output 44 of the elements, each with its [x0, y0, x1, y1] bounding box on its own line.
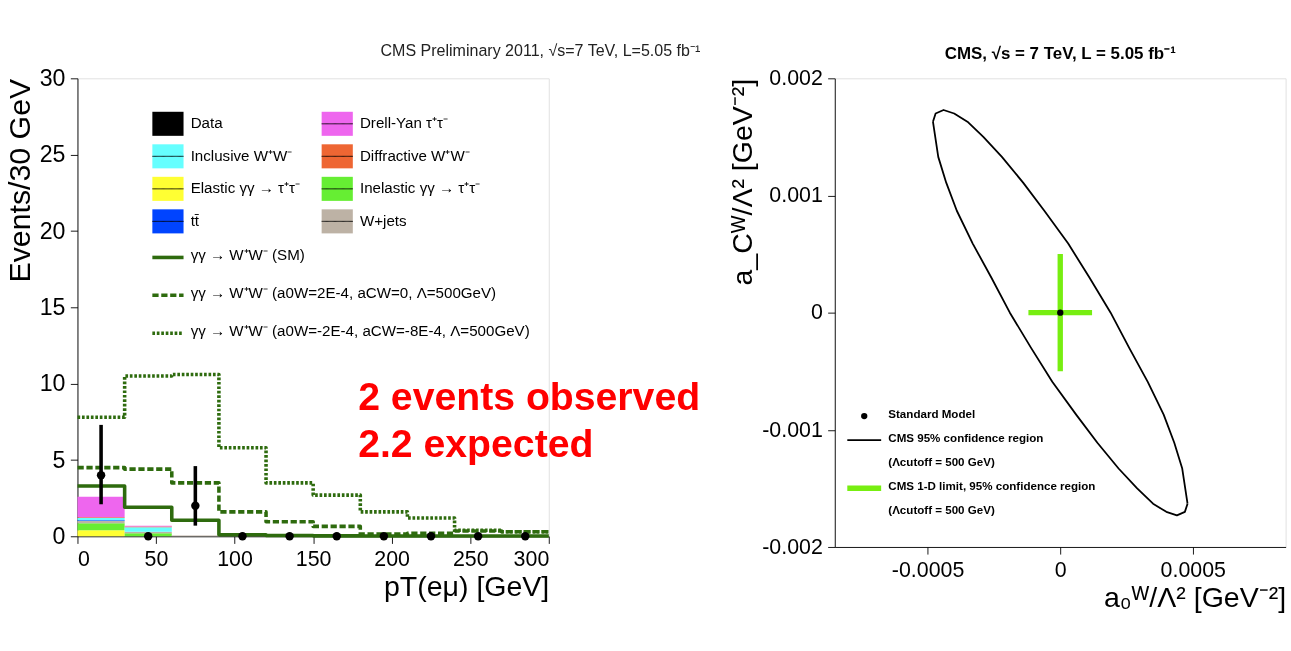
- legend-label: Drell-Yan τ⁺τ⁻: [359, 114, 449, 132]
- legend-label: W+jets: [359, 211, 408, 229]
- legend-label: CMS 1-D limit, 95% confidence region (Λcutoff = 500 GeV): [888, 480, 1096, 517]
- x-tick-label: 150: [295, 547, 332, 572]
- y-axis-title: Events/30 GeV: [2, 78, 36, 283]
- x-tick-label: 0: [77, 547, 90, 572]
- y-tick-label: 10: [39, 370, 66, 397]
- y-tick-label: 0.001: [769, 183, 823, 208]
- y-tick-label: 25: [39, 141, 66, 168]
- x-axis-title: pT(eμ) [GeV]: [383, 570, 550, 603]
- legend-label: γγ → W⁺W⁻ (a0W=-2E-4, aCW=-8E-4, Λ=500GeV): [190, 321, 530, 339]
- y-tick-label: 20: [39, 217, 66, 244]
- annotation: 2 events observed: [358, 374, 701, 418]
- y-tick-label: 15: [39, 293, 66, 320]
- y-tick-label: 5: [52, 446, 66, 473]
- legend-label: tt̄: [190, 211, 200, 229]
- y-tick-label: -0.002: [762, 534, 823, 559]
- chart-title: CMS Preliminary 2011, √s=7 TeV, L=5.05 fb⁻¹: [380, 41, 701, 60]
- y-tick-label: 0: [810, 300, 823, 325]
- legend-label: Standard Model: [888, 408, 976, 420]
- x-tick-label: 250: [452, 547, 489, 572]
- y-tick-label: 0: [52, 522, 66, 549]
- x-tick-label: 50: [144, 547, 169, 572]
- y-axis-title: a_Cᵂ/Λ² [GeV⁻²]: [726, 78, 759, 286]
- legend-label: Inclusive W⁺W⁻: [190, 146, 293, 164]
- x-tick-label: 0.0005: [1160, 557, 1226, 582]
- chart-title: CMS, √s = 7 TeV, L = 5.05 fb⁻¹: [944, 43, 1177, 63]
- x-tick-label: 0: [1054, 557, 1067, 582]
- y-tick-label: -0.001: [762, 417, 823, 442]
- legend-label: γγ → W⁺W⁻ (SM): [190, 245, 305, 263]
- legend-label: Inelastic γγ → τ⁺τ⁻: [359, 179, 481, 197]
- y-tick-label: 0.002: [769, 66, 823, 91]
- legend-label: Data: [190, 114, 224, 132]
- x-tick-label: 100: [217, 547, 253, 572]
- x-tick-label: 300: [513, 547, 550, 572]
- x-tick-label: -0.0005: [891, 557, 965, 582]
- annotation: 2.2 expected: [358, 422, 594, 466]
- legend-label: γγ → W⁺W⁻ (a0W=2E-4, aCW=0, Λ=500GeV): [190, 283, 497, 301]
- legend-label: CMS 95% confidence region (Λcutoff = 500 GeV): [888, 432, 1044, 469]
- legend-label: Diffractive W⁺W⁻: [359, 146, 470, 164]
- x-tick-label: 200: [374, 547, 411, 572]
- y-tick-label: 30: [39, 64, 66, 91]
- legend-label: Elastic γγ → τ⁺τ⁻: [190, 179, 301, 197]
- x-axis-title: a₀ᵂ/Λ² [GeV⁻²]: [1103, 581, 1287, 614]
